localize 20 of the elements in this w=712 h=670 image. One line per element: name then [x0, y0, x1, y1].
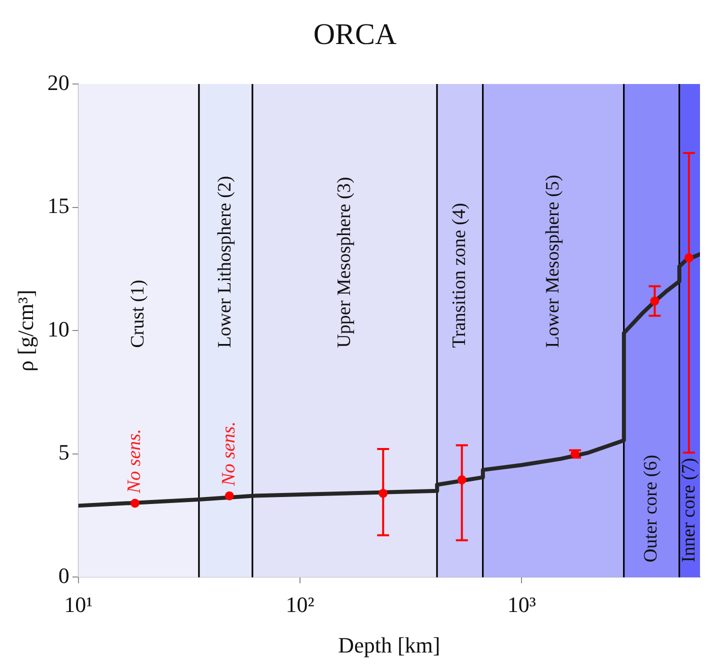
band-label: Upper Mesosphere (3): [334, 176, 355, 348]
band-label: Transition zone (4): [448, 202, 470, 348]
band-label: Outer core (6): [640, 454, 662, 562]
x-tick-label: 10²: [286, 592, 315, 618]
y-tick-label: 10: [47, 316, 70, 342]
x-axis-title: Depth [km]: [338, 632, 440, 658]
y-tick-label: 0: [58, 562, 70, 588]
annotation: No sens.: [218, 421, 240, 487]
band-label: Lower Mesosphere (5): [542, 174, 564, 348]
annotation: No sens.: [124, 428, 145, 494]
band-label: Crust (1): [128, 280, 149, 348]
band-label: Inner core (7): [678, 458, 700, 562]
y-tick-label: 15: [47, 193, 70, 218]
chart-title: ORCA: [313, 18, 398, 51]
band-label: Lower Lithosphere (2): [214, 176, 236, 348]
x-tick-label: 10³: [507, 592, 536, 618]
x-tick-label: 10¹: [64, 592, 93, 618]
y-tick-label: 5: [58, 440, 70, 465]
y-axis-title: ρ [g/cm³]: [12, 290, 38, 372]
y-tick-label: 20: [47, 70, 70, 95]
